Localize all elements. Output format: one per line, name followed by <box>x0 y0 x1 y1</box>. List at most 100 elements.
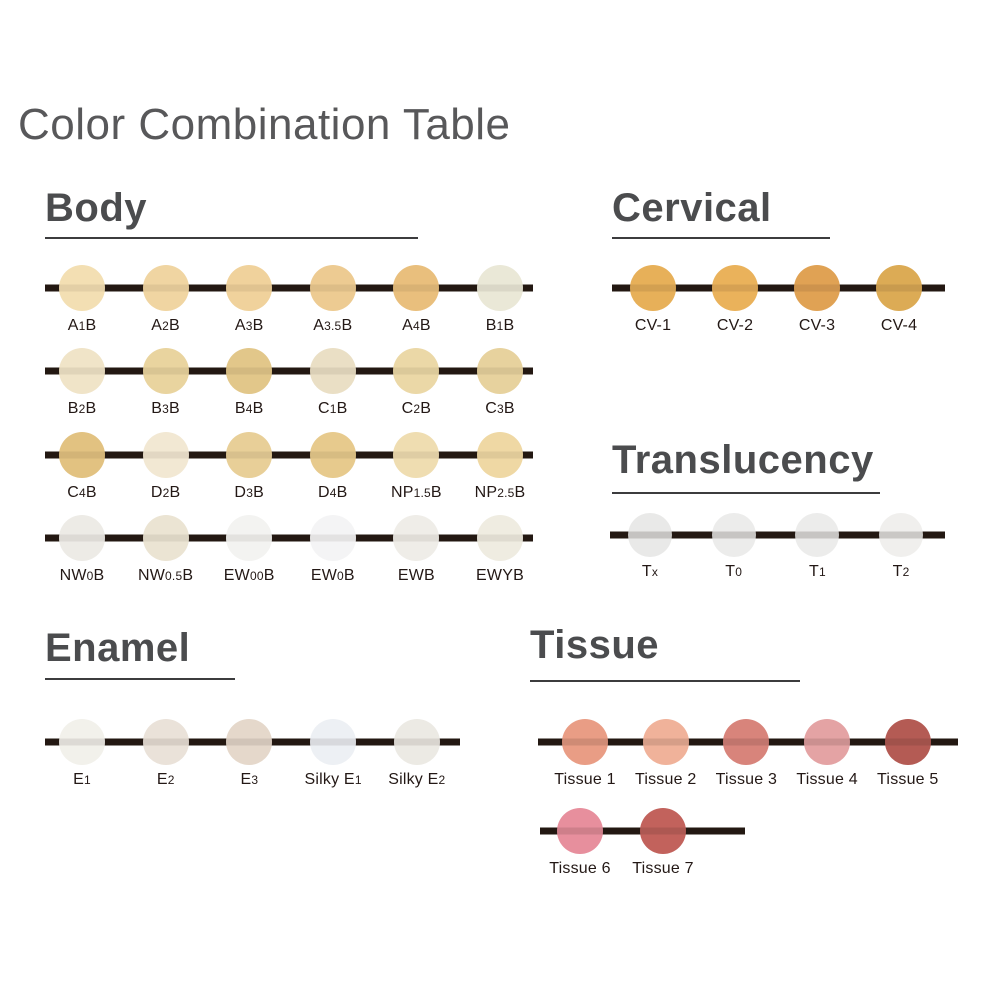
shade-row-translucency: Tx T0 T1 T2 <box>610 513 945 580</box>
swatch-label: CV-1 <box>634 317 672 334</box>
swatch-label: Tissue 7 <box>632 860 694 877</box>
swatch-circle-nw0b <box>59 515 105 561</box>
shade-row-body-2: B2B B3B B4B C1B C2B C3B <box>45 348 533 417</box>
swatch-label: A4B <box>402 317 431 334</box>
swatch-label: E2 <box>156 771 175 788</box>
swatch-label: B2B <box>67 400 97 417</box>
shade-row-tissue-1: Tissue 1 Tissue 2 Tissue 3 Tissue 4 Tissue 5 <box>538 719 958 788</box>
swatch-label: EWYB <box>476 567 524 584</box>
swatch-label: D2B <box>150 484 181 501</box>
swatch-circle-tx <box>628 513 672 557</box>
swatch-label: T0 <box>725 563 743 580</box>
swatch-circle-c2b <box>393 348 440 394</box>
swatch-circle-np1-5b <box>393 432 440 478</box>
swatch-label: C3B <box>485 400 515 417</box>
swatch-circle-c4b <box>59 432 105 478</box>
swatch-label: Tissue 5 <box>877 771 939 788</box>
swatch-circle-silky-e2 <box>393 719 440 765</box>
swatch-circle-t1 <box>795 513 840 557</box>
section-heading-translucency: Translucency <box>612 438 874 482</box>
swatch-label: NW0B <box>59 567 105 584</box>
swatch-label: D4B <box>318 484 348 501</box>
heading-underline <box>612 237 830 239</box>
shade-line <box>45 367 533 375</box>
swatch-label: D3B <box>234 484 264 501</box>
swatch-label: B4B <box>234 400 264 417</box>
swatch-circle-ewyb <box>477 515 523 561</box>
swatch-circle-tissue-4 <box>804 719 851 765</box>
heading-underline <box>45 237 418 239</box>
heading-underline <box>612 492 880 494</box>
swatch-circle-t0 <box>711 513 756 557</box>
swatch-circle-a4b <box>393 265 440 311</box>
swatch-label: Tissue 1 <box>554 771 616 788</box>
swatch-circle-a3b <box>226 265 273 311</box>
swatch-label: Tissue 6 <box>549 860 611 877</box>
swatch-circle-c1b <box>309 348 356 394</box>
swatch-circle-a2b <box>142 265 189 311</box>
swatch-circle-b3b <box>142 348 189 394</box>
swatch-circle-d3b <box>226 432 273 478</box>
swatch-label: EW00B <box>223 567 275 584</box>
swatch-circle-tissue-6 <box>557 808 603 854</box>
section-heading-enamel: Enamel <box>45 626 191 670</box>
swatch-circle-e2 <box>142 719 189 765</box>
section-heading-body: Body <box>45 186 147 230</box>
shade-row-body-1: A1B A2B A3B A3.5B A4B B1B <box>45 265 533 334</box>
swatch-circle-a1b <box>59 265 105 311</box>
swatch-circle-a3-5b <box>309 265 356 311</box>
shade-row-body-3: C4B D2B D3B D4B NP1.5B NP2.5B <box>45 432 533 501</box>
section-heading-tissue: Tissue <box>530 623 659 667</box>
swatch-label: NP1.5B <box>390 484 442 501</box>
swatch-label: CV-4 <box>880 317 918 334</box>
swatch-label: B3B <box>151 400 180 417</box>
swatch-label: E3 <box>240 771 259 788</box>
swatch-circle-silky-e1 <box>310 719 357 765</box>
swatch-label: CV-2 <box>716 317 754 334</box>
swatch-label: Tissue 2 <box>634 771 697 788</box>
section-heading-cervical: Cervical <box>612 186 772 230</box>
swatch-label: T1 <box>808 563 826 580</box>
swatch-circle-t2 <box>879 513 924 557</box>
swatch-label: T2 <box>892 563 910 580</box>
swatch-label: EWB <box>397 567 435 584</box>
swatch-label: A3B <box>234 317 264 334</box>
swatch-label: NW0.5B <box>137 567 194 584</box>
swatch-circle-tissue-1 <box>562 719 608 765</box>
swatch-label: Silky E2 <box>388 771 446 788</box>
shade-line <box>45 284 533 292</box>
swatch-circle-e3 <box>226 719 273 765</box>
swatch-label: CV-3 <box>798 317 836 334</box>
swatch-circle-b1b <box>477 265 523 311</box>
swatch-label: C2B <box>401 400 432 417</box>
shade-row-cervical: CV-1 CV-2 CV-3 CV-4 <box>612 265 945 334</box>
heading-underline <box>530 680 800 682</box>
shade-row-body-4: NW0B NW0.5B EW00B EW0B EWB EWYB <box>45 515 533 584</box>
swatch-circle-tissue-3 <box>723 719 770 765</box>
swatch-circle-ew00b <box>226 515 273 561</box>
swatch-circle-c3b <box>477 348 523 394</box>
shade-line <box>45 451 533 459</box>
swatch-label: Tx <box>641 563 659 580</box>
swatch-circle-d4b <box>309 432 356 478</box>
swatch-label: EW0B <box>310 567 355 584</box>
shade-row-tissue-2: Tissue 6 Tissue 7 <box>540 808 745 877</box>
swatch-circle-np2-5b <box>477 432 523 478</box>
shade-line <box>45 534 533 542</box>
heading-underline <box>45 678 235 680</box>
swatch-circle-nw0-5b <box>142 515 189 561</box>
swatch-circle-cv-3 <box>794 265 840 311</box>
swatch-circle-b2b <box>59 348 105 394</box>
swatch-circle-ewb <box>393 515 440 561</box>
swatch-circle-tissue-7 <box>640 808 686 854</box>
swatch-circle-ew0b <box>309 515 356 561</box>
swatch-circle-tissue-2 <box>642 719 689 765</box>
shade-line <box>612 284 945 292</box>
swatch-label: C1B <box>318 400 348 417</box>
swatch-circle-cv-4 <box>876 265 922 311</box>
swatch-label: Silky E1 <box>304 771 362 788</box>
swatch-label: B1B <box>485 317 515 334</box>
swatch-label: NP2.5B <box>474 484 526 501</box>
swatch-circle-tissue-5 <box>884 719 931 765</box>
